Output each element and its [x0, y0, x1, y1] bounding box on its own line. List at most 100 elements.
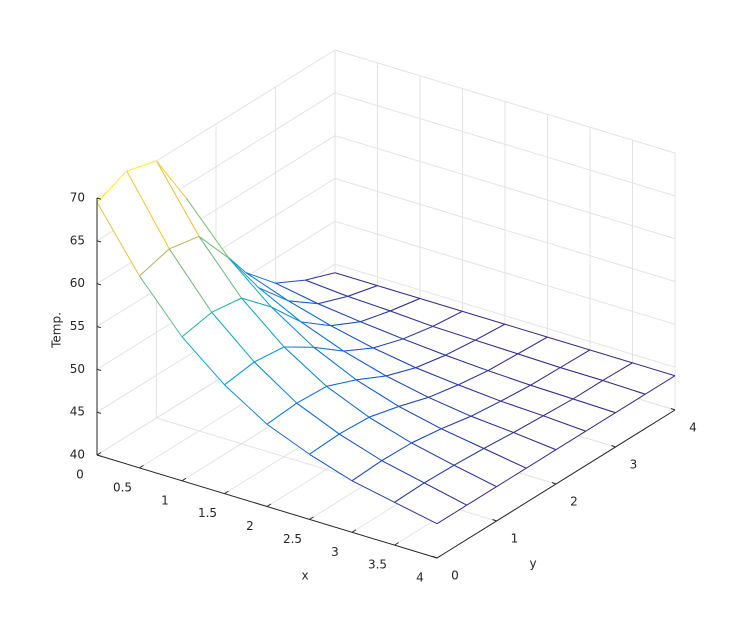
mesh-edge	[351, 480, 395, 503]
mesh-edge	[525, 449, 557, 469]
mesh-face	[284, 346, 357, 387]
mesh-edge	[96, 170, 128, 203]
mesh-edge	[211, 297, 242, 313]
y-tick-label: 3	[630, 458, 638, 472]
mesh-edge	[602, 362, 633, 381]
y-tick	[551, 482, 557, 485]
mesh-edge	[517, 336, 548, 355]
mesh-edge	[266, 402, 298, 425]
mesh-edge	[326, 385, 370, 418]
x-tick	[139, 464, 144, 469]
grid-line	[334, 220, 676, 325]
mesh-edge	[296, 385, 327, 404]
mesh-edge	[487, 370, 531, 386]
mesh-face	[275, 280, 348, 304]
mesh-edge	[245, 272, 276, 284]
mesh-edge	[139, 275, 183, 338]
z-tick-label: 45	[70, 405, 85, 419]
mesh-edge	[483, 432, 514, 449]
y-tick	[611, 445, 616, 448]
mesh-face	[241, 298, 314, 348]
x-tick	[309, 516, 314, 520]
mesh-edge	[211, 312, 255, 363]
mesh-face	[373, 338, 446, 368]
mesh-face	[139, 248, 212, 337]
mesh-edge	[126, 170, 170, 250]
mesh-edge	[271, 306, 302, 323]
x-tick	[351, 529, 357, 533]
mesh-edge	[343, 347, 374, 352]
z-axis-label: Temp.	[50, 312, 64, 349]
mesh-face	[390, 298, 463, 327]
mesh-face	[305, 272, 378, 297]
mesh-edge	[185, 197, 230, 259]
mesh-face	[360, 310, 433, 339]
mesh-edge	[394, 501, 438, 525]
mesh-face	[356, 375, 429, 407]
z-tick-label: 60	[70, 276, 85, 290]
mesh-face	[339, 417, 412, 461]
mesh-edge	[543, 398, 574, 417]
mesh-face	[513, 415, 586, 450]
mesh-edge	[432, 325, 476, 341]
mesh-edge	[462, 310, 506, 325]
mesh-face	[224, 362, 297, 425]
mesh-edge	[436, 504, 468, 525]
x-tick-label: 3	[331, 545, 339, 559]
mesh-edge	[428, 396, 472, 417]
mesh-edge	[296, 402, 340, 435]
mesh-edge	[317, 303, 361, 323]
mesh-face	[301, 321, 374, 352]
z-tick-label: 70	[70, 191, 85, 205]
mesh-edge	[139, 248, 170, 277]
mesh-edge	[373, 338, 404, 349]
mesh-edge	[275, 279, 306, 284]
mesh-face	[411, 428, 484, 466]
mesh-edge	[585, 412, 616, 432]
mesh-edge	[126, 160, 157, 172]
mesh-edge	[300, 321, 344, 352]
mesh-edge	[466, 486, 497, 506]
mesh-face	[441, 416, 514, 449]
mesh-edge	[441, 428, 484, 449]
mesh-edge	[347, 295, 391, 312]
z-tick-label: 50	[70, 362, 85, 376]
mesh-edge	[330, 325, 374, 349]
mesh-edge	[228, 257, 259, 289]
mesh-edge	[334, 272, 378, 287]
mesh-edge	[398, 406, 442, 430]
mesh-edge	[589, 349, 633, 364]
mesh-edge	[475, 339, 518, 355]
mesh-edge	[288, 300, 319, 305]
x-tick	[96, 452, 102, 456]
mesh-edge	[317, 295, 348, 305]
y-tick-label: 0	[451, 569, 459, 583]
mesh-face	[296, 386, 369, 435]
mesh-edge	[168, 248, 213, 313]
y-tick	[670, 408, 676, 411]
mesh-face	[471, 401, 544, 433]
y-tick-label: 2	[570, 495, 578, 509]
mesh-edge	[224, 384, 268, 425]
mesh-edge	[470, 400, 501, 417]
x-tick-label: 0.5	[113, 480, 132, 494]
mesh-face	[156, 161, 229, 259]
mesh-edge	[517, 353, 561, 369]
mesh-edge	[398, 396, 429, 407]
mesh-edge	[423, 464, 455, 484]
mesh-edge	[343, 350, 387, 377]
mesh-face	[458, 370, 531, 402]
mesh-edge	[644, 375, 676, 395]
mesh-face	[403, 326, 476, 356]
z-tick	[96, 197, 102, 200]
mesh-edge	[424, 482, 467, 506]
mesh-edge	[475, 323, 506, 341]
mesh-edge	[360, 321, 404, 340]
mesh-edge	[458, 370, 489, 386]
mesh-face	[369, 406, 442, 443]
x-axis-label: x	[301, 569, 308, 583]
y-axis-label: y	[529, 557, 536, 571]
mesh-edge	[385, 367, 416, 377]
mesh-edge	[156, 160, 187, 199]
